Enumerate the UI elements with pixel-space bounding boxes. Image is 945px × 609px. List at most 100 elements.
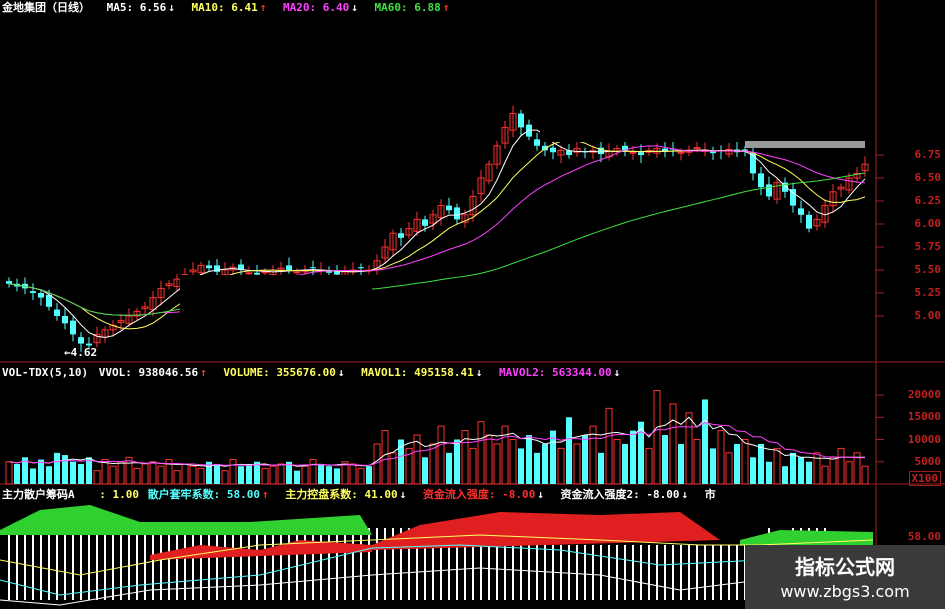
- candle: [437, 205, 445, 219]
- candle: [518, 113, 524, 128]
- volume-bar: [141, 463, 149, 485]
- candle: [853, 172, 861, 179]
- volume-bar: [157, 465, 165, 485]
- candle: [310, 267, 316, 269]
- ma60-line: [8, 172, 866, 316]
- volume-bar: [534, 452, 540, 484]
- volume-bar: [101, 459, 109, 485]
- volume-bar: [461, 430, 469, 485]
- arrow-down-icon: ↓: [537, 488, 544, 501]
- volume-bar: [405, 447, 413, 485]
- volume-bar: [238, 466, 244, 484]
- candle: [221, 269, 229, 276]
- volume-bar: [741, 439, 749, 485]
- candle: [245, 272, 253, 275]
- volume-bar: [861, 465, 869, 485]
- inflow2-readout: 资金流入强度2: -8.00 ↓: [561, 488, 689, 501]
- candle: [381, 246, 389, 259]
- candle: [501, 126, 509, 144]
- candle: [157, 287, 165, 299]
- candle: [334, 270, 340, 275]
- candle: [6, 281, 12, 284]
- volume-bar: [38, 459, 44, 484]
- volume-bar: [309, 459, 317, 485]
- volume-label: VOLUME:: [223, 366, 270, 379]
- arrow-up-icon: ↑: [262, 488, 269, 501]
- candle: [86, 343, 92, 346]
- volume-bar: [845, 461, 853, 485]
- volume-header: VOL-TDX(5,10) VVOL: 938046.56 ↑ VOLUME: 3…: [2, 366, 630, 380]
- volume-bar: [165, 459, 173, 485]
- candle: [485, 163, 493, 182]
- candle: [598, 147, 604, 155]
- highlight-bar: [745, 141, 865, 148]
- axis-tick-label: 5.00: [914, 309, 942, 322]
- volume-bar: [542, 443, 548, 484]
- retail-trapped-readout: 散户套牢系数: 58.00 ↑: [148, 488, 269, 501]
- candle: [149, 297, 157, 311]
- arrow-down-icon: ↓: [475, 366, 483, 379]
- volume-bar: [518, 448, 524, 484]
- volume-bar: [638, 421, 644, 484]
- volume-bar: [630, 430, 636, 484]
- volume-bar: [117, 461, 125, 485]
- candle: [693, 147, 701, 150]
- volume-bar: [14, 463, 20, 484]
- volume-bar: [269, 465, 277, 485]
- volume-bar: [605, 407, 613, 485]
- volume-bar: [181, 463, 189, 485]
- volume-bar: [493, 443, 501, 485]
- retail-trapped-value: 58.00: [226, 488, 260, 501]
- candle: [461, 214, 469, 223]
- candle: [782, 182, 788, 192]
- candle: [261, 271, 269, 274]
- volume-bar: [790, 452, 796, 484]
- volume-bar: [853, 452, 861, 485]
- indicator-value-1: : 1.00: [99, 488, 139, 501]
- volume-bar: [813, 452, 821, 485]
- candle: [206, 265, 212, 269]
- ma20-value: 6.40: [322, 1, 350, 14]
- volume-unit-label: X100: [908, 471, 941, 486]
- candle: [758, 173, 764, 188]
- axis-tick-label: 5.75: [914, 240, 942, 253]
- candle: [813, 218, 821, 227]
- candle: [477, 177, 485, 195]
- volume-bar: [645, 447, 653, 485]
- volume-bar: [693, 439, 701, 485]
- candle: [70, 320, 76, 335]
- volume-bar: [622, 443, 628, 484]
- volume-bar: [821, 465, 829, 485]
- candle: [117, 320, 125, 323]
- candle: [446, 205, 452, 211]
- candle: [293, 271, 301, 274]
- volume-bar: [566, 417, 572, 484]
- volume-value: 355676.00: [276, 366, 336, 379]
- volume-bar: [653, 390, 661, 485]
- axis-tick-label: 15000: [907, 410, 941, 424]
- candle: [798, 208, 804, 215]
- candle: [133, 310, 141, 317]
- candle: [550, 147, 556, 153]
- indicator-tail: 市: [704, 488, 716, 501]
- volume-bar: [669, 403, 677, 485]
- volume-bar: [5, 461, 13, 485]
- volume-bar: [662, 435, 668, 484]
- volume-bar: [485, 434, 493, 485]
- volume-bar: [206, 461, 212, 484]
- candle: [38, 293, 44, 298]
- volume-bar: [413, 434, 421, 485]
- price-header: 金地集团（日线） MA5: 6.56 ↓ MA10: 6.41 ↑ MA20: 6.…: [2, 1, 459, 15]
- candle: [493, 145, 501, 165]
- axis-tick-label: 5.25: [914, 286, 942, 299]
- ma10-value: 6.41: [231, 1, 258, 14]
- candle: [398, 233, 404, 238]
- volume-bar: [30, 468, 36, 484]
- candle: [62, 316, 68, 324]
- volume-bar: [173, 470, 181, 485]
- vvol-readout: VVOL: 938046.56 ↑: [99, 366, 207, 379]
- mavol1-label: MAVOL1:: [361, 366, 408, 379]
- candle: [125, 315, 133, 324]
